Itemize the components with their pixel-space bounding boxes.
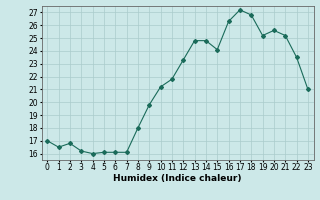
X-axis label: Humidex (Indice chaleur): Humidex (Indice chaleur)	[113, 174, 242, 183]
